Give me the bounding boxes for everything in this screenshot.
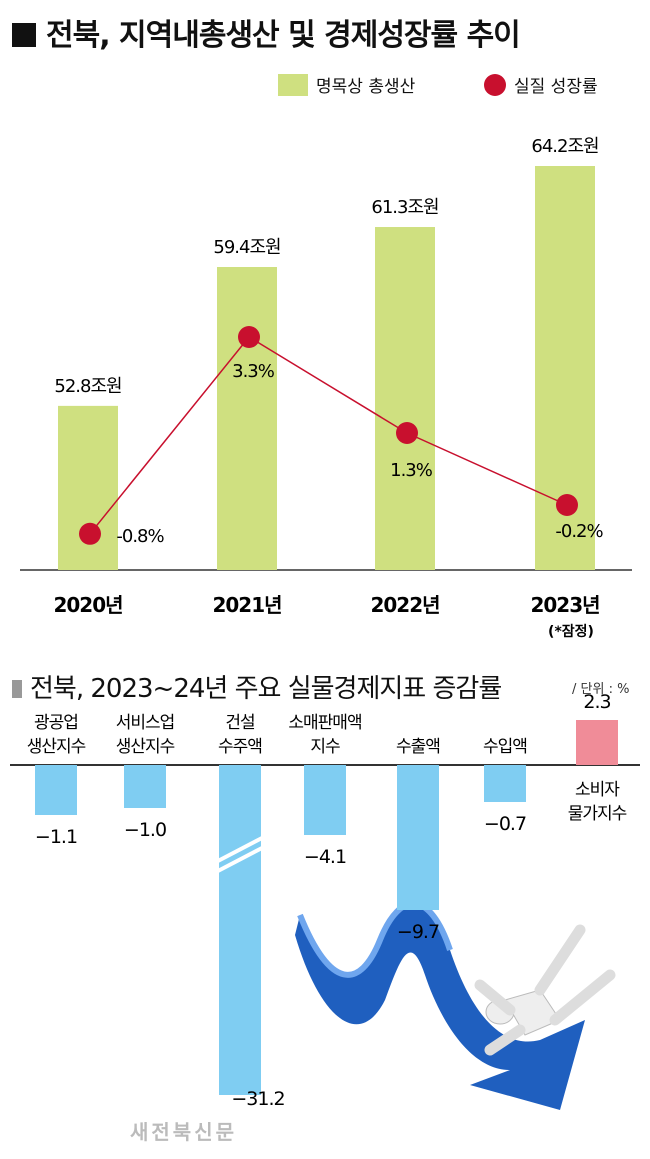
growth-label: 1.3% <box>390 460 433 481</box>
bar-label: 64.2조원 <box>531 136 598 157</box>
x-tick-note: (*잠정) <box>548 623 594 640</box>
x-tick-label: 2021년 <box>212 593 281 617</box>
chart1-title: 전북, 지역내총생산 및 경제성장률 추이 <box>12 10 521 54</box>
category-label: 소매판매액 <box>288 713 361 733</box>
bar <box>35 765 77 815</box>
bar <box>219 765 261 1095</box>
bar-value-label: −1.0 <box>124 819 166 841</box>
category-label: 물가지수 <box>568 804 627 824</box>
category-label: 서비스업 <box>116 713 175 733</box>
x-tick-label: 2023년 <box>530 593 599 617</box>
chart1: 52.8조원 2020년 59.4조원 2021년 61.3조원 2022년 64.2조원 2… <box>20 136 632 640</box>
bar <box>576 720 618 765</box>
legend-swatch-bar <box>278 73 308 96</box>
bar-value-label: −1.1 <box>35 826 77 848</box>
axis-break-icon <box>215 836 263 874</box>
legend-item-line: 실질 성장률 <box>484 72 598 97</box>
bar-2021년 <box>217 267 277 570</box>
category-label: 수입액 <box>483 737 527 757</box>
bar <box>397 765 439 910</box>
bar <box>124 765 166 808</box>
unit-label: / 단위 : % <box>572 682 630 697</box>
x-tick-label: 2020년 <box>53 593 122 617</box>
category-label: 소비자 <box>575 780 620 800</box>
category-label: 수출액 <box>396 737 440 757</box>
growth-label: -0.8% <box>116 526 164 547</box>
category-label: 생산지수 <box>27 737 86 757</box>
bar-label: 59.4조원 <box>213 237 280 258</box>
growth-line <box>89 336 568 535</box>
category-label: 건설 <box>225 713 255 733</box>
growth-point <box>79 522 101 545</box>
growth-point <box>396 422 418 444</box>
falling-arrow-illustration <box>295 900 616 1110</box>
legend-label-line: 실질 성장률 <box>514 77 598 97</box>
chart2-title: 전북, 2023~24년 주요 실물경제지표 증감률 <box>12 668 502 705</box>
bar-label: 61.3조원 <box>371 197 438 218</box>
bar <box>484 765 526 802</box>
category-label: 지수 <box>310 737 340 757</box>
category-label: 광공업 <box>34 713 78 733</box>
category-label: 생산지수 <box>116 737 175 757</box>
category-label: 수주액 <box>218 737 262 757</box>
bar-value-label: −31.2 <box>231 1088 284 1110</box>
bar-value-label: −0.7 <box>484 813 526 835</box>
bar-2022년 <box>375 227 435 571</box>
legend-swatch-line <box>484 73 506 96</box>
growth-label: -0.2% <box>555 521 603 542</box>
growth-point <box>238 326 260 348</box>
bar-value-label: −9.7 <box>397 921 439 943</box>
bar-value-label: −4.1 <box>304 846 346 868</box>
bar-value-label: 2.3 <box>583 691 610 713</box>
bar-label: 52.8조원 <box>54 376 121 397</box>
growth-point <box>556 494 578 516</box>
growth-label: 3.3% <box>232 361 275 382</box>
x-tick-label: 2022년 <box>370 593 439 617</box>
bar <box>304 765 346 835</box>
watermark: 새전북신문 <box>130 1120 237 1144</box>
legend-label-bar: 명목상 총생산 <box>316 77 416 97</box>
legend-item-bar: 명목상 총생산 <box>278 72 415 97</box>
